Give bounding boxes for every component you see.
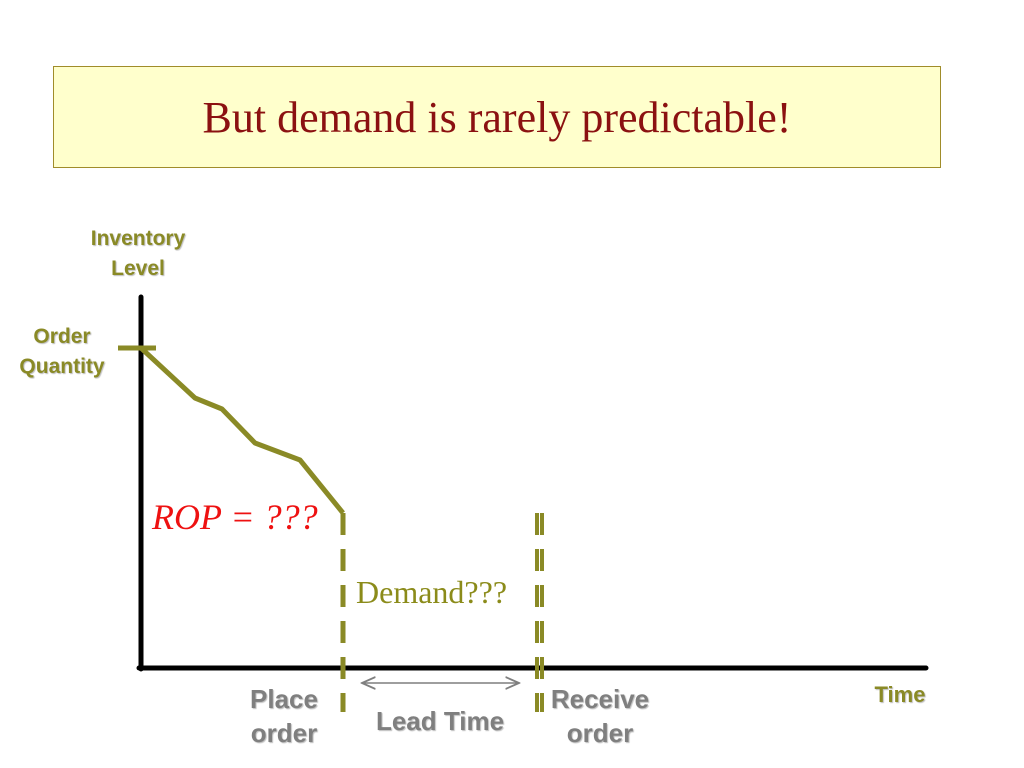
inventory-line [139,346,345,515]
y-axis-label: Inventory Level [90,227,186,280]
slide-title: But demand is rarely predictable! [202,92,792,142]
x-axis-label: Time [874,682,926,707]
receive-order-label: Receive order [550,684,650,748]
title-box: But demand is rarely predictable! [53,66,941,168]
lead-time-label: Lead Time [375,706,505,736]
demand-label: Demand??? [356,574,508,610]
place-order-label: Place order [250,684,318,748]
order-quantity-label: Order Quantity [19,325,105,378]
rop-label: ROP = ??? [152,497,318,537]
